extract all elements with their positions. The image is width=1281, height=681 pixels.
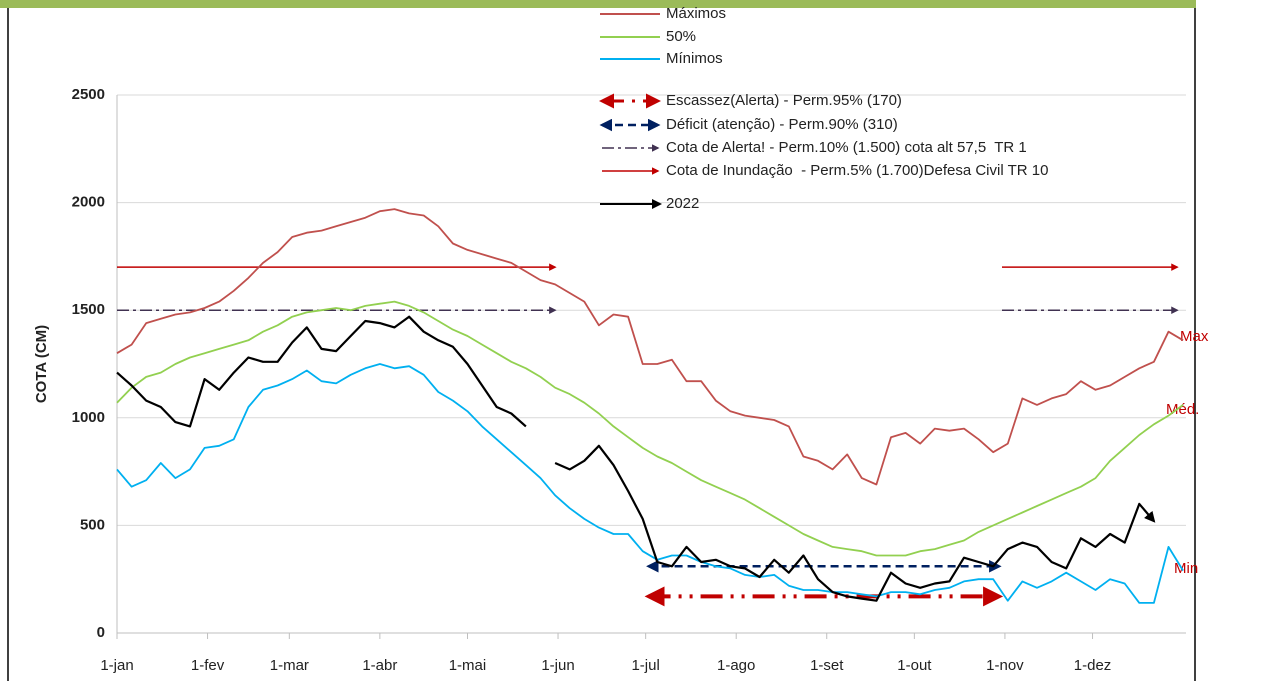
y-tick-label: 2000 bbox=[72, 194, 105, 211]
y-axis-title: COTA (CM) bbox=[33, 325, 50, 403]
x-tick-label: 1-ago bbox=[717, 657, 755, 674]
x-tick-label: 1-out bbox=[897, 657, 932, 674]
x-tick-label: 1-set bbox=[810, 657, 844, 674]
x-tick-label: 1-nov bbox=[986, 657, 1024, 674]
x-tick-label: 1-mar bbox=[270, 657, 309, 674]
x-tick-label: 1-jul bbox=[631, 657, 659, 674]
x-tick-label: 1-fev bbox=[191, 657, 225, 674]
legend-label: Cota de Alerta! - Perm.10% (1.500) cota … bbox=[666, 139, 1027, 156]
top-band bbox=[0, 0, 1196, 8]
legend-label: Mínimos bbox=[666, 50, 723, 67]
annotation: Méd. bbox=[1166, 401, 1199, 418]
legend-label: 2022 bbox=[666, 195, 699, 212]
y-tick-label: 500 bbox=[80, 516, 105, 533]
series-line bbox=[116, 300, 1184, 557]
x-tick-label: 1-mai bbox=[449, 657, 487, 674]
y-tick-label: 1500 bbox=[72, 301, 105, 318]
series-line bbox=[116, 208, 1184, 486]
legend-label: 50% bbox=[666, 28, 696, 45]
x-tick-label: 1-jan bbox=[100, 657, 133, 674]
x-tick-label: 1-jun bbox=[541, 657, 574, 674]
legend-label: Máximos bbox=[666, 5, 726, 22]
series-line bbox=[116, 363, 1184, 604]
x-tick-label: 1-abr bbox=[362, 657, 397, 674]
x-tick-label: 1-dez bbox=[1074, 657, 1112, 674]
y-tick-label: 1000 bbox=[72, 409, 105, 426]
legend-label: Déficit (atenção) - Perm.90% (310) bbox=[666, 116, 898, 133]
legend-label: Cota de Inundação - Perm.5% (1.700)Defes… bbox=[666, 162, 1048, 179]
legend-label: Escassez(Alerta) - Perm.95% (170) bbox=[666, 92, 902, 109]
y-tick-label: 2500 bbox=[72, 86, 105, 103]
annotation: Max bbox=[1180, 328, 1209, 345]
y-tick-label: 0 bbox=[97, 624, 105, 641]
series-line bbox=[116, 315, 1154, 602]
